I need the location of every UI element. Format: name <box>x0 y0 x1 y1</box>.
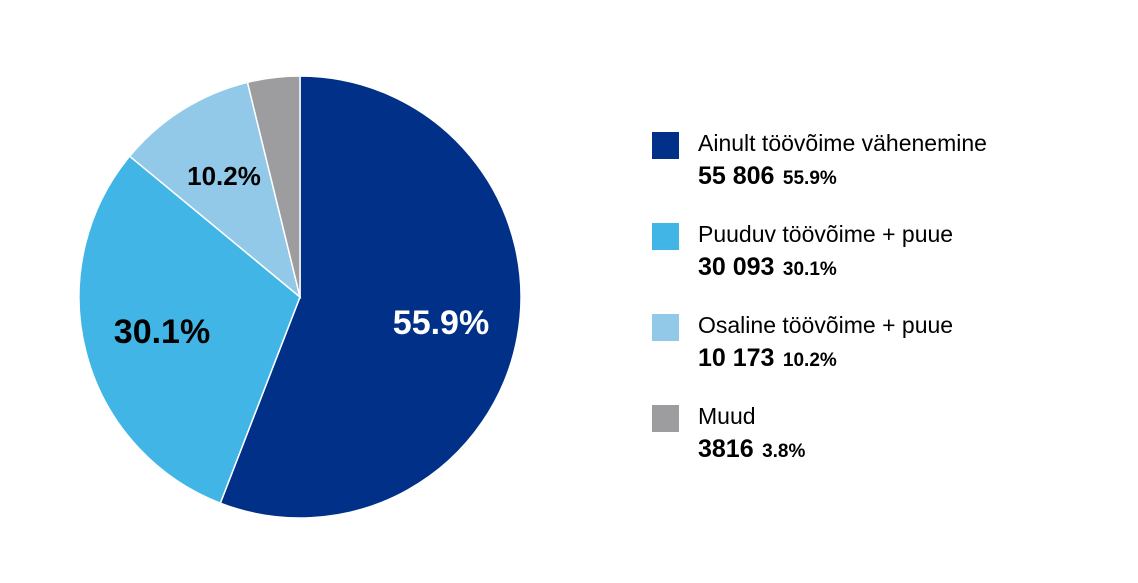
legend-item-puuduv: Puuduv töövõime + puue 30 093 30.1% <box>652 219 1122 310</box>
legend-stats-ainult: 55 806 55.9% <box>698 162 837 191</box>
legend-percent-puuduv: 30.1% <box>782 259 837 280</box>
legend-swatch-puuduv <box>652 223 679 250</box>
legend-label-puuduv: Puuduv töövõime + puue <box>698 221 954 247</box>
legend-item-osaline: Osaline töövõime + puue 10 173 10.2% <box>652 310 1122 401</box>
legend-percent-muud: 3.8% <box>762 441 806 462</box>
legend-percent-osaline: 10.2% <box>782 350 837 371</box>
pie-slice-puuduv <box>78 155 301 505</box>
legend-count-puuduv: 30 093 <box>698 253 775 281</box>
legend: Ainult töövõime vähenemine 55 806 55.9% … <box>652 128 1122 492</box>
pie-chart: 55.9% 30.1% 10.2% <box>78 75 522 519</box>
legend-label-osaline: Osaline töövõime + puue <box>698 312 954 338</box>
legend-label-muud: Muud <box>698 403 756 429</box>
legend-count-muud: 3816 <box>698 435 754 463</box>
legend-swatch-ainult <box>652 132 679 159</box>
legend-stats-puuduv: 30 093 30.1% <box>698 253 837 282</box>
slice-label-ainult: 55.9% <box>393 304 489 342</box>
legend-label-ainult: Ainult töövõime vähenemine <box>698 130 987 156</box>
legend-swatch-muud <box>652 405 679 432</box>
slice-label-osaline: 10.2% <box>187 161 261 191</box>
legend-percent-ainult: 55.9% <box>782 168 837 189</box>
legend-stats-muud: 3816 3.8% <box>698 435 805 464</box>
legend-count-osaline: 10 173 <box>698 344 775 372</box>
legend-item-muud: Muud 3816 3.8% <box>652 401 1122 492</box>
legend-count-ainult: 55 806 <box>698 162 775 190</box>
legend-stats-osaline: 10 173 10.2% <box>698 344 837 373</box>
slice-label-puuduv: 30.1% <box>114 313 210 351</box>
pie-slice-osaline <box>128 81 302 300</box>
legend-item-ainult: Ainult töövõime vähenemine 55 806 55.9% <box>652 128 1122 219</box>
legend-swatch-osaline <box>652 314 679 341</box>
pie-slice-muud <box>246 75 301 298</box>
pie-slice-ainult <box>219 75 522 519</box>
